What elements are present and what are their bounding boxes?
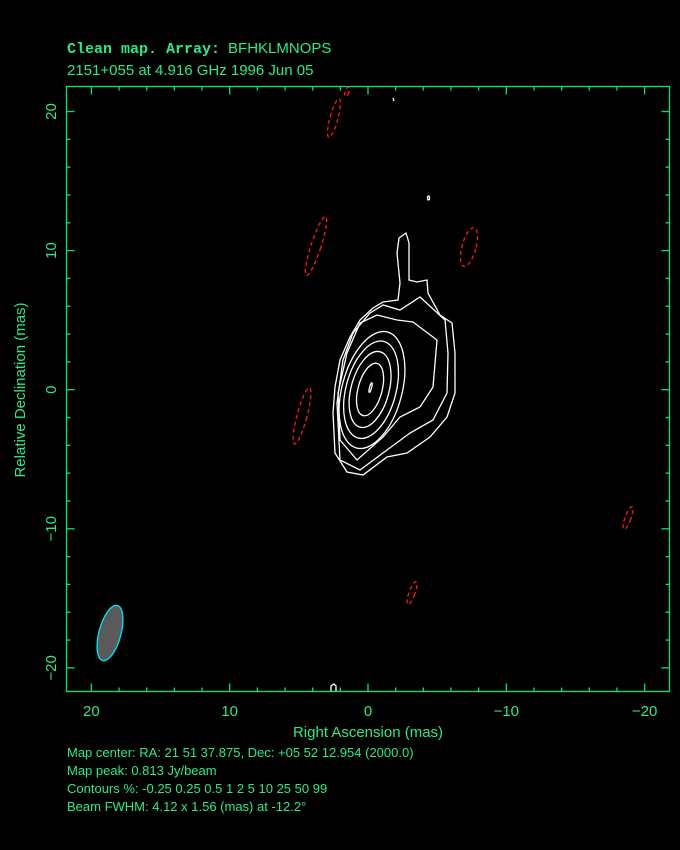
contour-2 xyxy=(338,330,406,450)
y-tick-label: 0 xyxy=(43,386,60,394)
x-tick-label: 10 xyxy=(221,703,238,720)
negative-contour xyxy=(459,226,479,268)
x-tick-label: −10 xyxy=(494,703,519,720)
y-axis-label: Relative Declination (mas) xyxy=(12,302,29,477)
contours-text: Contours %: -0.25 0.25 0.5 1 2 5 10 25 5… xyxy=(67,781,327,796)
contour-1 xyxy=(337,314,438,461)
negative-contour xyxy=(304,215,328,277)
title-line-1: Clean map. Array: BFHKLMNOPS xyxy=(67,40,331,58)
y-tick-label: 20 xyxy=(43,103,60,120)
contour-10 xyxy=(348,350,392,429)
contour-25 xyxy=(355,362,385,417)
contour-0.5 xyxy=(336,296,449,471)
positive-contours xyxy=(330,97,456,691)
beam-text: Beam FWHM: 4.12 x 1.56 (mas) at -12.2° xyxy=(67,799,306,814)
negative-contour xyxy=(406,581,418,605)
contour-blob xyxy=(330,683,337,691)
y-tick-label: −20 xyxy=(43,655,60,680)
negative-contour xyxy=(622,506,634,530)
axis-tick-labels: 20 10 0 −10 −20 20 10 0 −10 −20 xyxy=(43,103,657,720)
title-line-2: 2151+055 at 4.916 GHz 1996 Jun 05 xyxy=(67,62,313,79)
x-tick-label: 0 xyxy=(364,703,372,720)
negative-contour xyxy=(292,387,312,445)
contour-blob xyxy=(426,195,431,201)
x-tick-label: 20 xyxy=(83,703,100,720)
negative-contour xyxy=(343,86,351,98)
map-center-text: Map center: RA: 21 51 37.875, Dec: +05 5… xyxy=(67,745,414,760)
axis-ticks xyxy=(66,86,670,692)
contour-50 xyxy=(368,382,373,394)
x-tick-label: −20 xyxy=(632,703,657,720)
x-axis-label: Right Ascension (mas) xyxy=(293,724,443,741)
contour-0.25 xyxy=(332,231,456,476)
plot-frame xyxy=(65,85,671,693)
beam-ellipse xyxy=(96,604,124,662)
map-peak-text: Map peak: 0.813 Jy/beam xyxy=(67,763,217,778)
contour-blob xyxy=(392,97,395,102)
y-tick-label: 10 xyxy=(43,242,60,259)
negative-contours xyxy=(292,86,634,605)
y-tick-label: −10 xyxy=(43,516,60,541)
negative-contour xyxy=(326,98,342,138)
contour-5 xyxy=(342,340,400,440)
